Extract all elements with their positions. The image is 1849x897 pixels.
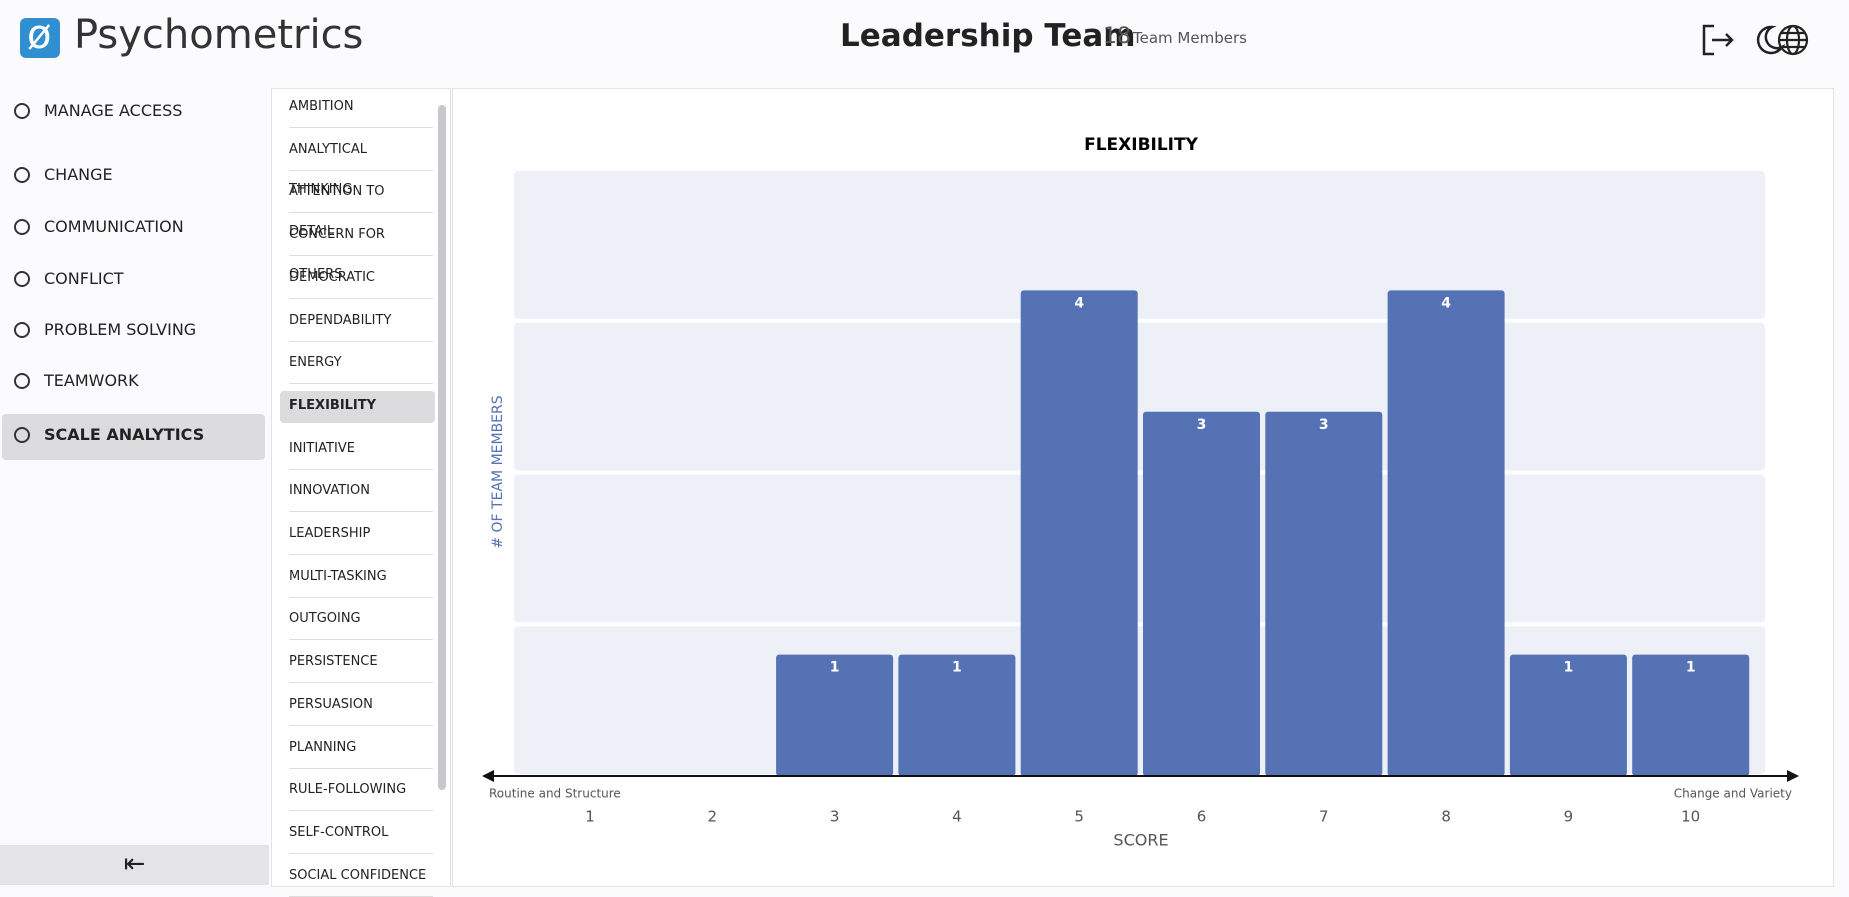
nav-label: SCALE ANALYTICS (44, 425, 205, 444)
plot-band (514, 171, 1765, 319)
scale-item[interactable]: ATTENTION TO DETAIL (289, 172, 433, 239)
logo (20, 18, 60, 58)
scale-item[interactable]: PERSUASION (289, 685, 433, 726)
data-label: 4 (1441, 295, 1451, 311)
x-tick-label: 2 (708, 808, 718, 826)
data-label: 3 (1197, 417, 1207, 433)
team-count: 18 (1103, 24, 1131, 49)
nav-icon (14, 270, 30, 287)
nav-icon (14, 321, 30, 338)
nav-label: TEAMWORK (44, 371, 139, 390)
scrollbar[interactable] (438, 105, 446, 790)
theme-icon[interactable] (1756, 25, 1786, 55)
nav-item[interactable]: CONFLICT (14, 269, 124, 288)
x-tick-label: 7 (1319, 808, 1329, 826)
scale-item[interactable]: SELF-CONTROL (289, 813, 433, 854)
language-icon[interactable] (1777, 24, 1809, 56)
data-label: 1 (1564, 660, 1574, 676)
nav-icon (14, 218, 30, 235)
nav-item[interactable]: PROBLEM SOLVING (14, 320, 196, 339)
annotation-left: Routine and Structure (489, 787, 621, 801)
nav-item[interactable]: CHANGE (14, 165, 113, 184)
bar (898, 654, 1016, 776)
bar (1509, 654, 1627, 776)
scale-item[interactable]: ANALYTICAL THINKING (289, 130, 433, 197)
plot-band (514, 474, 1765, 623)
x-tick-label: 3 (830, 808, 840, 826)
logo-glyph: ø (27, 12, 52, 58)
nav-icon (14, 372, 30, 389)
nav-selected (2, 414, 265, 460)
data-label: 3 (1319, 417, 1329, 433)
scale-item[interactable]: MULTI-TASKING (289, 557, 433, 598)
nav-label: CONFLICT (44, 269, 124, 288)
scale-item[interactable]: CONCERN FOR OTHERS (289, 215, 433, 282)
nav-item[interactable]: TEAMWORK (14, 371, 139, 390)
scale-item[interactable]: OUTGOING (289, 599, 433, 641)
brand: Psychometrics (74, 12, 364, 58)
x-tick-label: 4 (952, 808, 962, 826)
nav-label: CHANGE (44, 165, 113, 184)
collapse-button[interactable]: ⇤ (0, 845, 269, 885)
data-label: 1 (830, 660, 840, 676)
bar (1632, 654, 1750, 776)
scale-item[interactable]: DEPENDABILITY (289, 301, 433, 342)
team-count-label: Team Members (1133, 29, 1247, 47)
y-axis-label: # OF TEAM MEMBERS (490, 395, 506, 548)
axis-arrow-right (1787, 770, 1799, 782)
annotation-right: Change and Variety (1674, 787, 1792, 801)
team-title: Leadership Team (840, 18, 1136, 54)
scale-list (271, 88, 451, 887)
scale-item[interactable]: LEADERSHIP (289, 514, 433, 555)
axis-arrow-left (482, 770, 494, 782)
data-label: 1 (952, 660, 962, 676)
x-tick-label: 1 (585, 808, 595, 826)
bar (1020, 290, 1138, 776)
sidebar (0, 86, 269, 845)
bar (1387, 290, 1505, 776)
x-axis-label: SCORE (1113, 831, 1168, 850)
bar (1143, 411, 1260, 776)
nav-icon (14, 102, 30, 119)
nav-item[interactable]: COMMUNICATION (14, 217, 184, 236)
scale-item[interactable]: FLEXIBILITY (289, 397, 377, 413)
scale-item[interactable]: INNOVATION (289, 471, 433, 513)
scale-item[interactable]: INITIATIVE (289, 429, 433, 470)
x-tick-label: 10 (1681, 808, 1700, 826)
plot-band (514, 322, 1765, 471)
scale-item[interactable]: RULE-FOLLOWING (289, 770, 433, 812)
header-icons (1702, 24, 1809, 56)
x-tick-label: 6 (1197, 808, 1207, 826)
nav-item[interactable]: SCALE ANALYTICS (14, 425, 204, 444)
chart-title: FLEXIBILITY (1084, 135, 1199, 155)
scale-item[interactable]: PERSISTENCE (289, 642, 433, 684)
data-label: 4 (1074, 295, 1084, 311)
x-tick-label: 5 (1074, 808, 1084, 826)
scale-item[interactable]: PLANNING (289, 728, 433, 769)
nav-icon (14, 166, 30, 183)
logout-icon[interactable] (1702, 24, 1734, 56)
nav-item[interactable]: MANAGE ACCESS (14, 101, 182, 120)
scale-item[interactable]: ENERGY (289, 343, 433, 385)
nav-label: COMMUNICATION (44, 217, 184, 236)
scale-selected (280, 391, 435, 423)
scale-item[interactable]: AMBITION (289, 87, 433, 128)
x-tick-label: 9 (1564, 808, 1574, 826)
nav-icon (14, 426, 30, 443)
x-tick-label: 8 (1441, 808, 1451, 826)
nav-label: PROBLEM SOLVING (44, 320, 197, 339)
scale-item[interactable]: DEMOCRATIC (289, 258, 433, 299)
bar (776, 654, 894, 776)
data-label: 1 (1686, 660, 1696, 676)
nav-label: MANAGE ACCESS (44, 101, 183, 120)
bar (1265, 411, 1383, 776)
